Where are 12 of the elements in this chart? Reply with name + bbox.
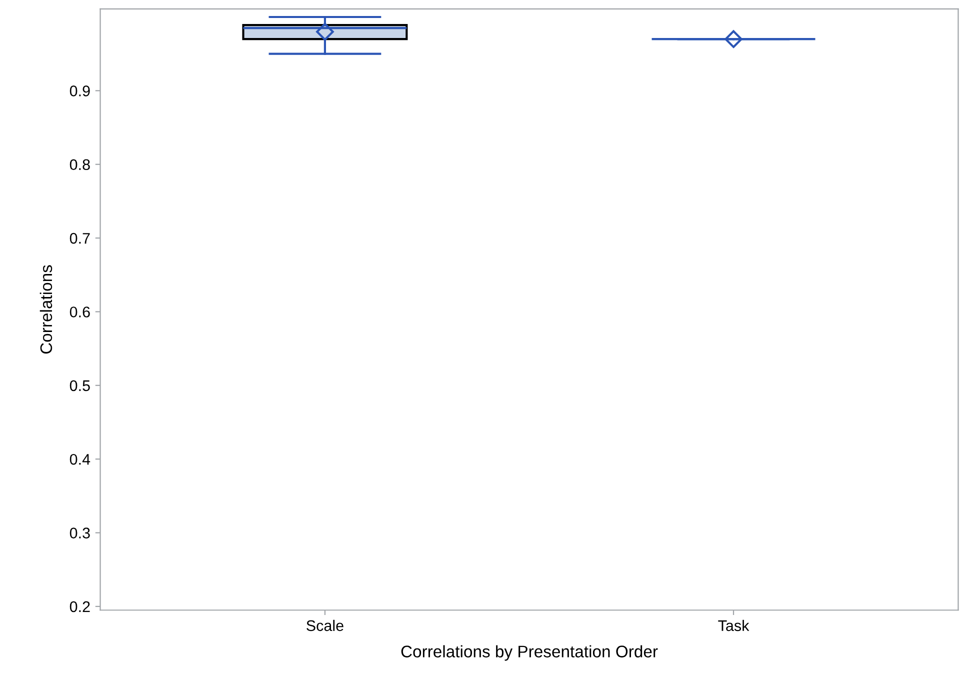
y-tick-label: 0.6 <box>70 306 90 318</box>
y-tick-label: 0.5 <box>70 380 90 392</box>
y-tick-label: 0.8 <box>70 159 90 170</box>
x-tick-label: Scale <box>306 620 344 632</box>
x-tick-label: Task <box>718 620 750 632</box>
y-tick-label: 0.9 <box>70 86 90 96</box>
y-tick-label: 0.7 <box>70 232 90 244</box>
y-tick-label: 0.2 <box>70 601 90 612</box>
y-axis-title: Correlations <box>40 265 52 354</box>
y-tick-label: 0.3 <box>70 528 90 538</box>
x-axis-title: Correlations by Presentation Order <box>401 645 658 661</box>
y-tick-label: 0.4 <box>70 454 90 465</box>
